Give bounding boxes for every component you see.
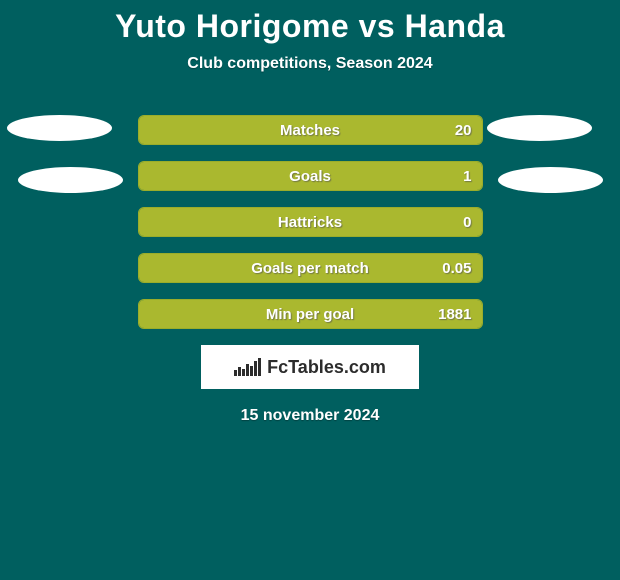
stat-label: Goals — [139, 162, 482, 190]
stat-label: Hattricks — [139, 208, 482, 236]
stat-row-goals-per-match: Goals per match 0.05 — [138, 253, 483, 283]
bar-chart-icon — [234, 358, 261, 376]
stat-value: 0 — [463, 208, 471, 236]
stat-value: 1 — [463, 162, 471, 190]
page-title: Yuto Horigome vs Handa — [0, 0, 620, 45]
player2-name: Handa — [405, 8, 505, 44]
stat-value: 1881 — [438, 300, 471, 328]
fctables-logo[interactable]: FcTables.com — [201, 345, 419, 389]
logo-text: FcTables.com — [267, 357, 386, 378]
ellipse-left-2 — [18, 167, 123, 193]
player1-name: Yuto Horigome — [115, 8, 349, 44]
vs-text: vs — [359, 8, 396, 44]
ellipse-right-1 — [487, 115, 592, 141]
date-text: 15 november 2024 — [0, 407, 620, 425]
stat-row-goals: Goals 1 — [138, 161, 483, 191]
stat-label: Min per goal — [139, 300, 482, 328]
stat-label: Goals per match — [139, 254, 482, 282]
ellipse-right-2 — [498, 167, 603, 193]
subtitle: Club competitions, Season 2024 — [0, 55, 620, 73]
stat-value: 0.05 — [442, 254, 471, 282]
stat-label: Matches — [139, 116, 482, 144]
stat-value: 20 — [455, 116, 472, 144]
ellipse-left-1 — [7, 115, 112, 141]
stat-row-matches: Matches 20 — [138, 115, 483, 145]
comparison-chart: Matches 20 Goals 1 Hattricks 0 Goals per… — [0, 115, 620, 425]
stat-row-min-per-goal: Min per goal 1881 — [138, 299, 483, 329]
stat-row-hattricks: Hattricks 0 — [138, 207, 483, 237]
